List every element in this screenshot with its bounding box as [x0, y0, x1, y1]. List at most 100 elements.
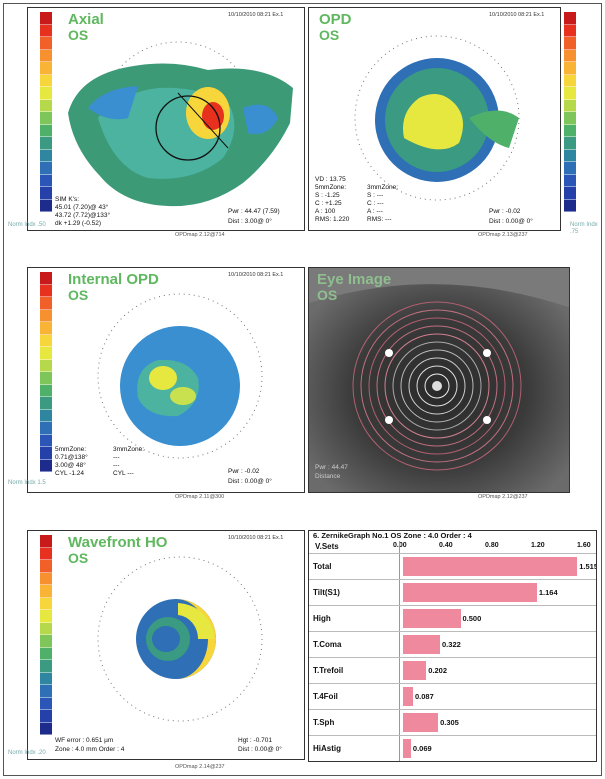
- scale-swatch: [564, 162, 576, 175]
- scale-swatch: [564, 12, 576, 25]
- sim-dk: dk +1.29 (-0.52): [55, 220, 102, 227]
- zernike-bar: [403, 661, 427, 680]
- zernike-bar-value: 0.087: [415, 692, 434, 701]
- scale-swatch: [564, 199, 576, 212]
- sphere-3mm: S : ---: [367, 192, 384, 199]
- scale-swatch: [564, 187, 576, 200]
- zernike-row: Total 1.515: [309, 553, 596, 579]
- scale-swatch: [40, 112, 52, 125]
- scale-swatch: [40, 124, 52, 137]
- scale-swatch: [40, 74, 52, 87]
- distance-readout: Dist : 3.00@ 0°: [228, 218, 272, 225]
- exam-date: 10/10/2010 08:21 Ex.1: [228, 12, 284, 18]
- scale-swatch: [40, 560, 52, 573]
- scale-swatch: [40, 397, 52, 410]
- zernike-row: T.Coma 0.322: [309, 631, 596, 657]
- internal-opd-panel[interactable]: Internal OPD OS 10/10/2010 08:21 Ex.1 5m…: [27, 267, 305, 493]
- scale-swatch: [40, 162, 52, 175]
- zernike-row-label: T.Coma: [313, 640, 342, 649]
- panel-footer: OPDmap 2.11@300: [175, 494, 225, 500]
- zernike-row: Tilt(S1) 1.164: [309, 579, 596, 605]
- zernike-tick-label: 0.40: [439, 542, 453, 549]
- distance-readout: Dist : 0.00@ 0°: [228, 478, 272, 485]
- scale-index-label: Norm Indx .20: [8, 750, 46, 756]
- scale-index-label: Norm Indx .50: [8, 222, 46, 228]
- scale-swatch: [40, 434, 52, 447]
- zernike-row-label: T.Sph: [313, 718, 335, 727]
- scale-index-label: Norm Indx 1.5: [8, 480, 46, 486]
- scale-swatch: [40, 422, 52, 435]
- zernike-bar-value: 0.202: [428, 666, 447, 675]
- scale-swatch: [40, 347, 52, 360]
- zernike-graph-panel[interactable]: 6. ZernikeGraph No.1 OS Zone : 4.0 Order…: [308, 530, 597, 762]
- zernike-rows: Total 1.515 Tilt(S1) 1.164 High 0.500 T.Coma 0.…: [309, 553, 596, 761]
- zernike-row-label: T.4Foil: [313, 692, 338, 701]
- zernike-bar: [403, 609, 461, 628]
- zernike-column-label: V.Sets: [315, 542, 339, 551]
- scale-swatch: [40, 697, 52, 710]
- wavefront-map: [97, 556, 263, 722]
- zernike-axis: 0.000.400.801.201.60: [309, 541, 596, 553]
- power-readout: Pwr : -0.02: [489, 208, 521, 215]
- zernike-tick-label: 0.80: [485, 542, 499, 549]
- zernike-bar: [403, 635, 441, 654]
- panel-footer: OPDmap 2.14@237: [175, 764, 225, 770]
- panel-footer: OPDmap 2.12@714: [175, 232, 225, 238]
- scale-swatch: [40, 597, 52, 610]
- scale-swatch: [40, 174, 52, 187]
- zone-5mm-label: 5mmZone:: [315, 184, 347, 191]
- wavefront-color-scale: [40, 535, 52, 735]
- scale-swatch: [40, 372, 52, 385]
- internal-opd-map: [97, 293, 263, 459]
- zernike-tick-label: 1.60: [577, 542, 591, 549]
- panel-title: Internal OPD: [68, 271, 159, 288]
- cyl-3mm: C : ---: [367, 200, 384, 207]
- eye-image-panel[interactable]: Eye Image OS Pwr : 44.47 Distance: [308, 267, 570, 493]
- opd-map-panel[interactable]: OPD OS 10/10/2010 08:21 Ex.1 VD : 13.75 …: [308, 7, 561, 231]
- scale-swatch: [40, 199, 52, 212]
- eye-info-2: Distance: [315, 473, 341, 480]
- axial-map-panel[interactable]: Axial OS 10/10/2010 08:21 Ex.1 SIM K's: …: [27, 7, 305, 231]
- distance-readout: Dist : 0.00@ 0°: [238, 746, 282, 753]
- zernike-bar-value: 0.500: [462, 614, 482, 623]
- scale-swatch: [40, 272, 52, 285]
- scale-swatch: [40, 37, 52, 50]
- power-readout: Pwr : -0.02: [228, 468, 260, 475]
- scale-swatch: [40, 49, 52, 62]
- value-5mm-2: 3.00@ 48°: [55, 462, 86, 469]
- exam-date: 10/10/2010 08:21 Ex.1: [228, 272, 284, 278]
- exam-date: 10/10/2010 08:21 Ex.1: [228, 535, 284, 541]
- zernike-row: T.4Foil 0.087: [309, 683, 596, 709]
- eye-label: OS: [68, 287, 89, 303]
- scale-swatch: [40, 635, 52, 648]
- zernike-row-label: HiAstig: [313, 744, 341, 753]
- scale-swatch: [40, 284, 52, 297]
- vertex-distance: VD : 13.75: [315, 176, 346, 183]
- scale-swatch: [40, 359, 52, 372]
- axial-color-scale: [40, 12, 52, 212]
- distance-readout: Dist : 0.00@ 0°: [489, 218, 533, 225]
- scale-swatch: [40, 187, 52, 200]
- scale-swatch: [40, 610, 52, 623]
- panel-title: Eye Image: [317, 271, 392, 288]
- zernike-tick-label: 1.20: [531, 542, 545, 549]
- wavefront-ho-panel[interactable]: Wavefront HO OS 10/10/2010 08:21 Ex.1 WF…: [27, 530, 305, 760]
- eye-label: OS: [68, 27, 89, 43]
- scale-swatch: [40, 647, 52, 660]
- height-readout: Hgt : -0.701: [238, 737, 272, 744]
- scale-swatch: [40, 459, 52, 472]
- scale-swatch: [40, 99, 52, 112]
- scale-swatch: [40, 297, 52, 310]
- zernike-bar: [403, 583, 537, 602]
- scale-swatch: [40, 572, 52, 585]
- axis-5mm: A : 100: [315, 208, 336, 215]
- scale-swatch: [564, 174, 576, 187]
- zernike-bar-value: 1.164: [538, 588, 558, 597]
- scale-swatch: [564, 37, 576, 50]
- eye-info-1: Pwr : 44.47: [315, 464, 348, 471]
- sim-k2: 43.72 (7.72)@133°: [55, 212, 111, 219]
- sim-k1: 45.01 (7.20)@ 43°: [55, 204, 109, 211]
- scale-swatch: [40, 137, 52, 150]
- scale-swatch: [40, 710, 52, 723]
- scale-swatch: [40, 24, 52, 37]
